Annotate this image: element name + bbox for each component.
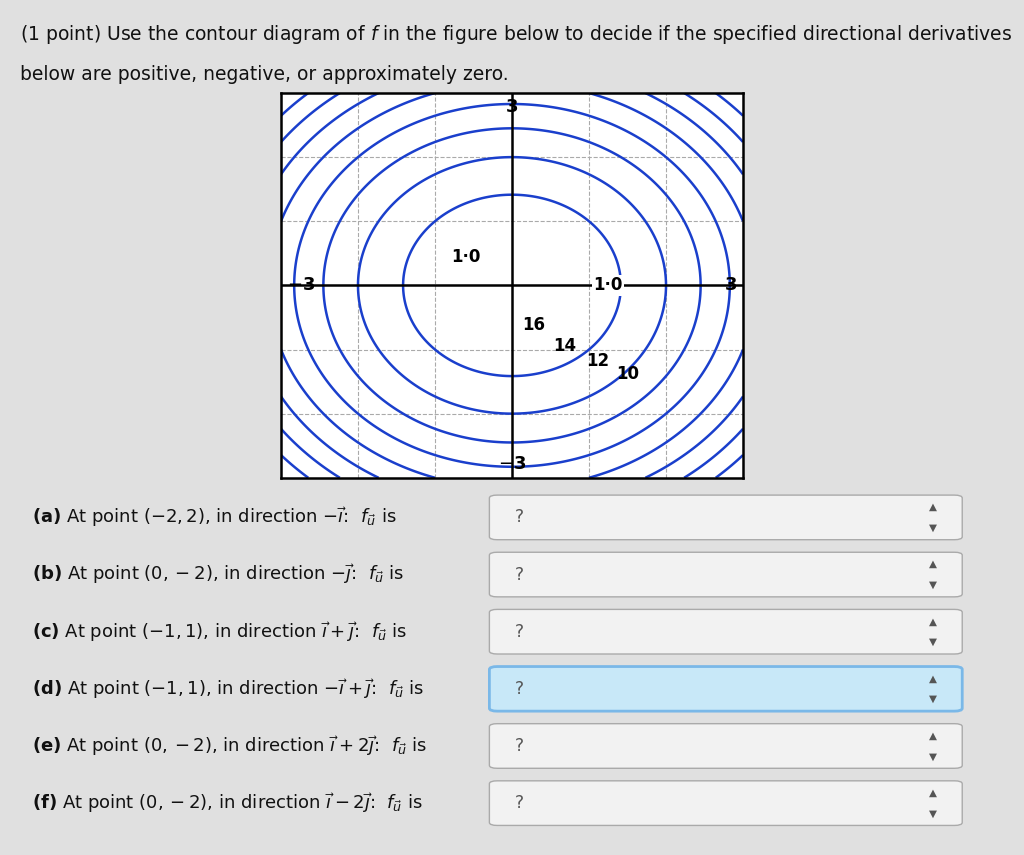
Text: ▼: ▼ xyxy=(929,522,937,533)
Text: ▲: ▲ xyxy=(929,502,937,512)
Text: $\mathbf{(c)}$ At point $(-1, 1)$, in direction $\vec{\imath}+\vec{\jmath}$:  $f: $\mathbf{(c)}$ At point $(-1, 1)$, in di… xyxy=(33,620,408,644)
Text: ▲: ▲ xyxy=(929,559,937,569)
FancyBboxPatch shape xyxy=(489,667,963,711)
Text: ▼: ▼ xyxy=(929,694,937,705)
Text: $\mathbf{(e)}$ At point $(0, -2)$, in direction $\vec{\imath}+2\vec{\jmath}$:  $: $\mathbf{(e)}$ At point $(0, -2)$, in di… xyxy=(33,734,427,758)
Text: ▼: ▼ xyxy=(929,580,937,590)
Text: ?: ? xyxy=(515,509,524,527)
Text: ?: ? xyxy=(515,737,524,755)
FancyBboxPatch shape xyxy=(489,723,963,769)
Text: ▲: ▲ xyxy=(929,616,937,627)
Text: (1 point) Use the contour diagram of $f$ in the figure below to decide if the sp: (1 point) Use the contour diagram of $f$… xyxy=(20,22,1013,45)
Text: $\mathbf{(d)}$ At point $(-1, 1)$, in direction $-\vec{\imath}+\vec{\jmath}$:  $: $\mathbf{(d)}$ At point $(-1, 1)$, in di… xyxy=(33,677,425,701)
Text: ?: ? xyxy=(515,794,524,812)
Text: ▲: ▲ xyxy=(929,674,937,683)
FancyBboxPatch shape xyxy=(489,495,963,540)
Text: ?: ? xyxy=(515,680,524,698)
Text: ?: ? xyxy=(515,622,524,640)
Text: ▲: ▲ xyxy=(929,731,937,740)
Text: below are positive, negative, or approximately zero.: below are positive, negative, or approxi… xyxy=(20,65,509,84)
Text: $\mathbf{(f)}$ At point $(0, -2)$, in direction $\vec{\imath}-2\vec{\jmath}$:  $: $\mathbf{(f)}$ At point $(0, -2)$, in di… xyxy=(33,791,423,815)
Text: ▲: ▲ xyxy=(929,787,937,798)
Text: ▼: ▼ xyxy=(929,752,937,761)
FancyBboxPatch shape xyxy=(489,781,963,825)
Text: ▼: ▼ xyxy=(929,637,937,647)
FancyBboxPatch shape xyxy=(489,552,963,597)
Text: $\mathbf{(b)}$ At point $(0, -2)$, in direction $-\vec{\jmath}$:  $f_{\vec{u}}$ : $\mathbf{(b)}$ At point $(0, -2)$, in di… xyxy=(33,563,404,587)
Text: ▼: ▼ xyxy=(929,809,937,818)
Text: ?: ? xyxy=(515,565,524,584)
FancyBboxPatch shape xyxy=(489,610,963,654)
Text: $\mathbf{(a)}$ At point $(-2, 2)$, in direction $-\vec{\imath}$:  $f_{\vec{u}}$ : $\mathbf{(a)}$ At point $(-2, 2)$, in di… xyxy=(33,505,396,529)
